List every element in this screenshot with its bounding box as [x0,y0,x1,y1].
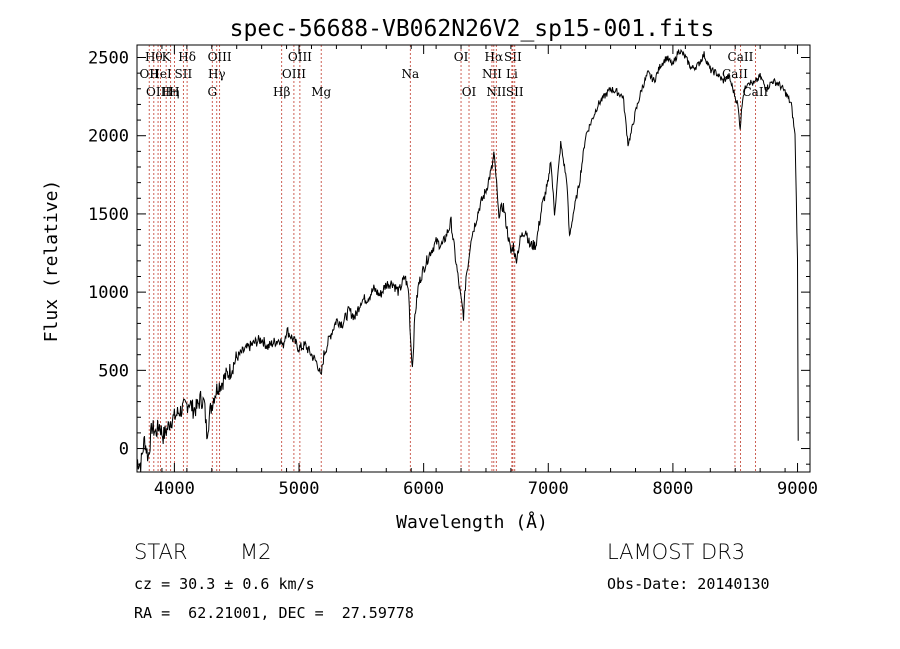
object-subclass: M2 [240,540,272,564]
x-tick-label: 7000 [528,479,569,499]
x-tick-label: 8000 [652,479,693,499]
emission-line-markers: OII Hθ OIII HeI K HηH SII Hδ G Hγ OIII Hβ OIII OIII Mg… [140,45,769,472]
survey-name: LAMOST DR3 [607,540,746,564]
y-tick-label: 2000 [88,127,129,147]
spectrum-line [136,48,799,473]
y-tick-label: 0 [119,440,129,460]
y-tick-label: 1500 [88,205,129,225]
line-marker-label: NII [486,85,506,99]
line-marker-label: OI [462,85,477,99]
coordinates: RA = 62.21001, DEC = 27.59778 [134,604,414,622]
line-marker-label: SII [504,50,522,64]
line-marker-label: SII [175,67,193,81]
line-marker-label: CaII [742,85,768,99]
line-marker-label: Li [506,67,518,81]
x-tick-label: 5000 [279,479,320,499]
chart-title: spec-56688-VB062N26V2_sp15-001.fits [230,16,715,42]
x-tick-label: 6000 [403,479,444,499]
line-marker-label: SII [506,85,524,99]
axis-ticks: 4000 5000 6000 7000 8000 9000 0 500 1000 1500 2000… [88,45,818,499]
line-marker-label: Hα [485,50,504,64]
y-tick-label: 2500 [88,49,129,69]
line-marker-label: CaII [728,50,754,64]
line-marker-label: OI [454,50,469,64]
line-marker-label: OII [140,67,160,81]
line-marker-label: NII [482,67,502,81]
line-marker-label: H [169,85,179,99]
line-marker-label: Hβ [273,85,290,99]
line-marker-label: Hγ [208,67,226,81]
line-marker-label: OIII [282,67,306,81]
line-marker-label: Hη [162,85,180,99]
line-marker-label: Mg [311,85,331,99]
line-marker-label: HeI [149,67,172,81]
observation-date: Obs-Date: 20140130 [607,575,770,593]
line-marker-label: OIII [288,50,312,64]
line-marker-label: Hθ [145,50,163,64]
line-marker-label: OIII [146,85,170,99]
line-marker-label: G [207,85,217,99]
y-axis-label: Flux (relative) [41,180,62,343]
plot-frame [136,44,811,473]
redshift-velocity: cz = 30.3 ± 0.6 km/s [134,575,315,593]
x-tick-label: 9000 [777,479,818,499]
x-axis-label: Wavelength (Å) [396,511,548,533]
y-tick-label: 500 [98,361,129,381]
x-tick-label: 4000 [154,479,195,499]
line-marker-label: K [162,50,172,64]
line-marker-label: Hδ [178,50,196,64]
line-marker-label: Na [401,67,419,81]
line-marker-label: OIII [208,50,232,64]
object-class: STAR [134,540,188,564]
y-tick-label: 1000 [88,283,129,303]
